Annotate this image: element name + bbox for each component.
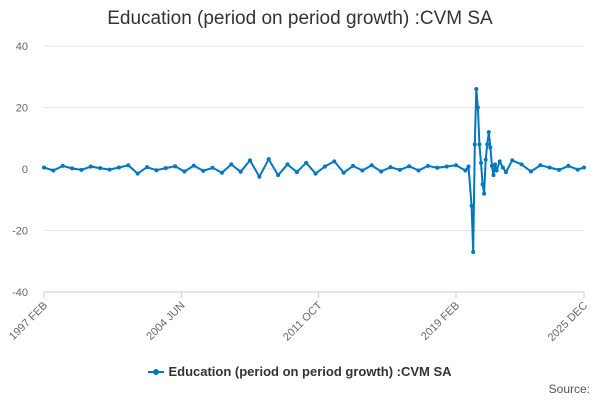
data-point — [478, 160, 483, 165]
data-point — [191, 163, 196, 168]
data-point — [500, 165, 505, 170]
data-point — [154, 168, 159, 173]
legend-label: Education (period on period growth) :CVM… — [168, 364, 452, 379]
data-point — [488, 145, 493, 150]
data-point — [285, 162, 290, 167]
legend-line-marker-icon — [148, 367, 165, 377]
data-point — [266, 157, 271, 162]
data-point — [444, 164, 449, 169]
data-point — [238, 169, 243, 174]
y-tick-label: 40 — [16, 41, 28, 53]
data-point — [60, 163, 65, 168]
data-point — [42, 165, 46, 170]
data-point — [510, 158, 515, 163]
data-point — [163, 166, 168, 171]
data-point — [51, 168, 56, 173]
data-point — [547, 165, 552, 170]
data-point — [229, 162, 234, 167]
y-tick-label: 20 — [16, 103, 28, 115]
data-point — [98, 166, 103, 171]
data-point — [201, 168, 206, 173]
data-point — [480, 182, 485, 187]
data-point — [489, 163, 494, 168]
series-layer — [42, 87, 586, 255]
y-tick-label: -20 — [12, 226, 28, 238]
data-point — [173, 164, 178, 169]
data-point — [477, 142, 482, 147]
data-point — [466, 164, 471, 169]
data-point — [503, 170, 508, 175]
data-point — [528, 169, 533, 174]
data-point — [248, 158, 253, 163]
data-point — [494, 168, 499, 173]
data-point — [341, 170, 346, 175]
data-point — [454, 163, 459, 168]
data-point — [463, 168, 468, 173]
data-point — [575, 167, 580, 172]
data-point — [582, 165, 586, 170]
data-point — [210, 165, 215, 170]
data-point — [388, 165, 393, 170]
y-tick-label: -40 — [12, 287, 28, 299]
data-point — [425, 163, 430, 168]
x-tick-label: 1997 FEB — [7, 300, 50, 343]
x-tick-label: 2025 DEC — [546, 300, 590, 344]
data-point — [116, 165, 121, 170]
data-point — [493, 162, 498, 167]
series-line — [43, 88, 585, 253]
x-axis: 1997 FEB 2004 JUN 2011 OCT 2019 FEB 2025 DEC — [7, 291, 590, 344]
x-tick-label: 2019 FEB — [419, 300, 462, 343]
data-point — [70, 166, 75, 171]
y-tick-label: 0 — [22, 164, 28, 176]
data-point — [107, 167, 112, 172]
data-point — [416, 168, 421, 173]
data-point — [557, 167, 562, 172]
data-point — [485, 142, 490, 147]
data-point — [79, 167, 84, 172]
data-point — [379, 169, 384, 174]
data-point — [351, 163, 356, 168]
data-point — [471, 250, 476, 255]
data-point — [88, 164, 93, 169]
data-point — [469, 203, 474, 208]
data-point — [313, 171, 318, 176]
source-label: Source: — [548, 382, 590, 396]
data-point — [407, 164, 412, 169]
data-point — [475, 105, 480, 110]
data-point — [135, 171, 140, 176]
data-point — [182, 169, 187, 174]
data-point — [397, 167, 402, 172]
data-point — [360, 168, 365, 173]
data-point — [491, 173, 496, 178]
x-tick-label: 2004 JUN — [144, 300, 187, 343]
data-point — [472, 142, 477, 147]
data-point — [474, 87, 479, 92]
legend[interactable]: Education (period on period growth) :CVM… — [0, 364, 600, 380]
data-point — [126, 163, 131, 168]
data-point — [304, 160, 309, 165]
data-point — [332, 159, 337, 164]
data-point — [369, 163, 374, 168]
data-point — [257, 174, 262, 179]
legend-item[interactable]: Education (period on period growth) :CVM… — [148, 364, 452, 379]
data-point — [276, 173, 281, 178]
data-point — [145, 165, 150, 170]
data-point — [294, 170, 299, 175]
data-point — [219, 170, 224, 175]
chart-title: Education (period on period growth) :CVM… — [107, 8, 493, 29]
data-point — [566, 163, 571, 168]
data-point — [497, 159, 502, 164]
data-point — [519, 162, 524, 167]
data-point — [538, 163, 543, 168]
data-point — [435, 165, 440, 170]
data-point — [486, 130, 491, 135]
y-axis: -40 -20 0 20 40 — [12, 41, 28, 299]
x-tick-label: 2011 OCT — [281, 299, 325, 343]
data-point — [482, 191, 487, 196]
data-point — [322, 164, 327, 169]
data-point — [483, 157, 488, 162]
